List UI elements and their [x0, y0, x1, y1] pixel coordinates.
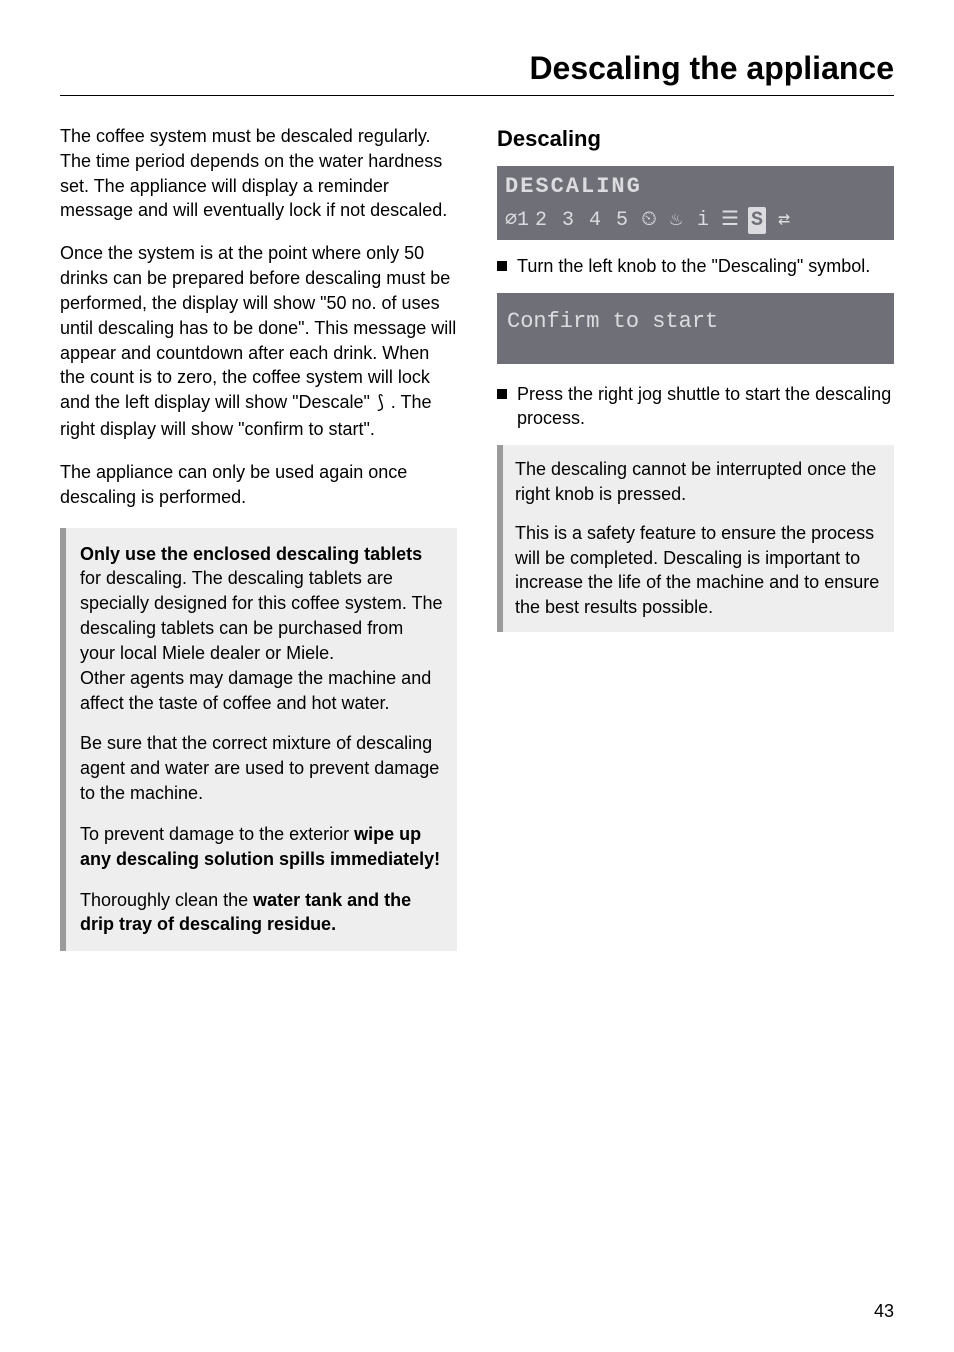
left-column: The coffee system must be descaled regul… [60, 124, 457, 951]
callout-paragraph: Only use the enclosed descaling tablets … [80, 542, 443, 716]
rinse-icon: ☰ [721, 207, 739, 235]
display-symbol: 4 [586, 207, 604, 235]
bold-run: Only use the enclosed descaling tablets [80, 544, 422, 564]
bullet-square-icon [497, 261, 507, 271]
instruction-step: Press the right jog shuttle to start the… [497, 382, 894, 432]
display-symbol: 5 [613, 207, 631, 235]
text-run: Once the system is at the point where on… [60, 243, 456, 412]
text-run: Thoroughly clean the [80, 890, 253, 910]
descale-icon-selected: S [748, 207, 766, 235]
warning-callout: Only use the enclosed descaling tablets … [60, 528, 457, 952]
body-paragraph: The coffee system must be descaled regul… [60, 124, 457, 223]
display-text-line: DESCALING [497, 166, 894, 204]
display-symbol: 3 [559, 207, 577, 235]
cup-icon: ♨ [667, 207, 685, 235]
text-run: To prevent damage to the exterior [80, 824, 354, 844]
display-symbol-row: ∅1 2 3 4 5 ⏲ ♨ i ☰ S ⇄ [497, 205, 894, 241]
body-paragraph: Once the system is at the point where on… [60, 241, 457, 442]
clock-icon: ⏲ [640, 207, 658, 235]
appliance-display-panel: Confirm to start [497, 293, 894, 363]
callout-paragraph: This is a safety feature to ensure the p… [515, 521, 882, 620]
descale-symbol-inline: ⟆ [375, 394, 386, 414]
info-callout: The descaling cannot be interrupted once… [497, 445, 894, 632]
callout-paragraph: Be sure that the correct mixture of desc… [80, 731, 443, 805]
instruction-text: Press the right jog shuttle to start the… [517, 382, 894, 432]
callout-paragraph: Thoroughly clean the water tank and the … [80, 888, 443, 938]
callout-paragraph: The descaling cannot be interrupted once… [515, 457, 882, 507]
two-column-layout: The coffee system must be descaled regul… [60, 124, 894, 951]
page-number: 43 [874, 1301, 894, 1322]
page-title: Descaling the appliance [60, 50, 894, 96]
appliance-display-panel: DESCALING ∅1 2 3 4 5 ⏲ ♨ i ☰ S ⇄ [497, 166, 894, 240]
right-column: Descaling DESCALING ∅1 2 3 4 5 ⏲ ♨ i ☰ S… [497, 124, 894, 951]
callout-paragraph: To prevent damage to the exterior wipe u… [80, 822, 443, 872]
instruction-step: Turn the left knob to the "Descaling" sy… [497, 254, 894, 279]
display-symbol: 2 [532, 207, 550, 235]
bullet-square-icon [497, 389, 507, 399]
text-run: for descaling. The descaling tablets are… [80, 568, 443, 662]
text-run: Other agents may damage the machine and … [80, 668, 431, 713]
arrows-icon: ⇄ [775, 207, 793, 235]
display-symbol: ∅1 [505, 207, 523, 235]
section-heading: Descaling [497, 124, 894, 154]
info-icon: i [694, 207, 712, 235]
body-paragraph: The appliance can only be used again onc… [60, 460, 457, 510]
instruction-text: Turn the left knob to the "Descaling" sy… [517, 254, 870, 279]
